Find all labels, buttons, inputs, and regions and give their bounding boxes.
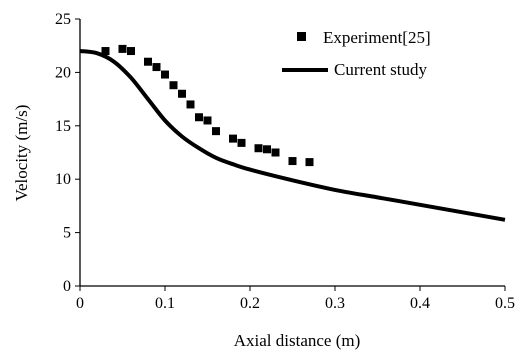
x-tick-label: 0.3 (325, 295, 345, 312)
data-point-experiment (288, 157, 297, 166)
data-point-experiment (212, 127, 220, 136)
data-point-experiment (254, 144, 263, 153)
y-tick-label: 10 (55, 171, 71, 188)
data-point-experiment (195, 113, 203, 122)
axes (79, 19, 505, 287)
legend-marker-experiment (297, 32, 306, 41)
legend-label-experiment: Experiment[25] (323, 28, 431, 47)
data-point-experiment (305, 158, 314, 167)
data-point-experiment (169, 81, 178, 90)
legend: Experiment[25] Current study (282, 28, 431, 79)
x-tick-label: 0.1 (155, 295, 175, 312)
ticks: 0 0.1 0.2 0.3 0.4 0.5 0 5 10 15 20 25 (55, 11, 515, 312)
data-point-experiment (144, 57, 152, 66)
x-axis-label: Axial distance (m) (234, 331, 361, 350)
data-point-experiment (101, 47, 110, 56)
y-tick-label: 5 (63, 225, 71, 242)
x-tick-label: 0 (76, 295, 84, 312)
data-point-experiment (161, 70, 169, 79)
y-tick-label: 20 (55, 64, 71, 81)
data-point-experiment (263, 145, 271, 154)
data-point-experiment (271, 148, 280, 157)
series-line-current-study (79, 49, 506, 222)
data-point-experiment (203, 116, 212, 125)
x-tick-label: 0.2 (240, 295, 260, 312)
x-tick-label: 0.5 (495, 295, 515, 312)
y-tick-label: 15 (55, 118, 71, 135)
y-axis-label: Velocity (m/s) (12, 105, 31, 202)
data-point-experiment (127, 47, 135, 56)
data-point-experiment (229, 134, 237, 143)
data-point-experiment (118, 44, 127, 53)
series-layer (79, 44, 506, 222)
legend-label-current-study: Current study (334, 60, 428, 79)
y-tick-label: 0 (63, 278, 71, 295)
data-point-experiment (178, 89, 186, 98)
data-point-experiment (237, 138, 246, 147)
x-tick-label: 0.4 (410, 295, 430, 312)
data-point-experiment (152, 63, 161, 72)
data-point-experiment (186, 100, 195, 109)
y-tick-label: 25 (55, 11, 71, 28)
